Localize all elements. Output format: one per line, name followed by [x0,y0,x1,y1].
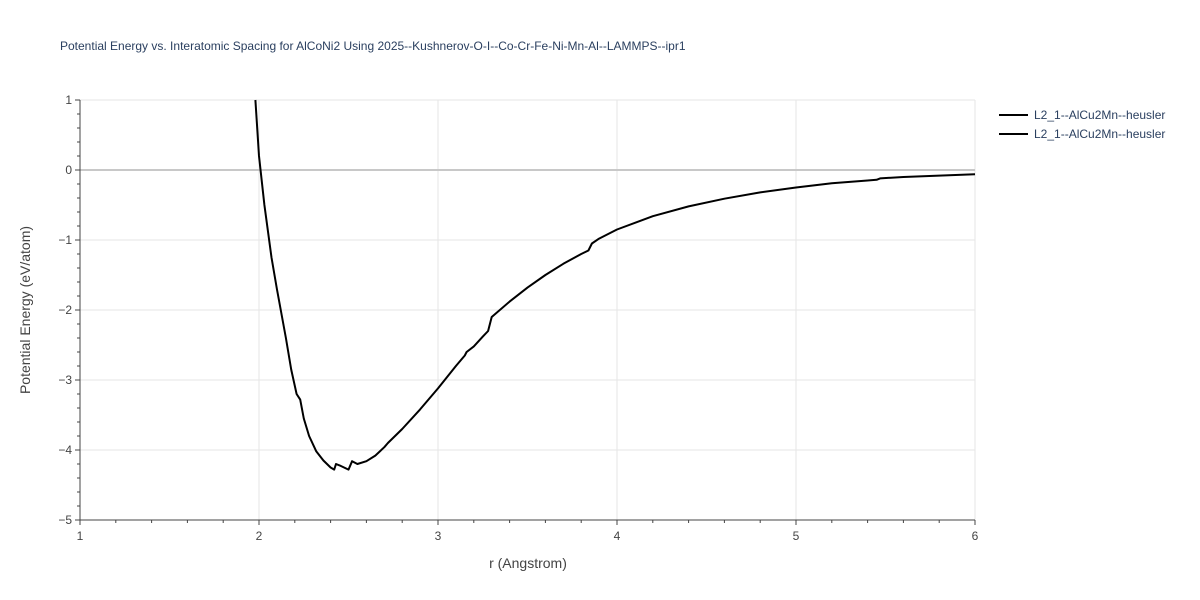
x-tick-label: 4 [614,529,621,543]
x-tick-label: 2 [256,529,263,543]
y-tick-labels: 1 0 −1 −2 −3 −4 −5 [58,93,72,527]
legend-item[interactable]: L2_1--AlCu2Mn--heusler [1034,127,1165,141]
x-tick-label: 6 [972,529,979,543]
y-tick-label: −1 [58,233,72,247]
x-tick-label: 1 [77,529,84,543]
legend-item[interactable]: L2_1--AlCu2Mn--heusler [1034,108,1165,122]
x-tick-label: 3 [435,529,442,543]
x-axis-title: r (Angstrom) [489,555,567,571]
y-tick-label: 0 [65,163,72,177]
x-tick-label: 5 [793,529,800,543]
chart-title: Potential Energy vs. Interatomic Spacing… [60,39,686,53]
series-line-0 [254,99,976,471]
legend[interactable]: L2_1--AlCu2Mn--heusler L2_1--AlCu2Mn--heu… [999,108,1165,141]
y-tick-label: −4 [58,443,72,457]
grid [80,99,976,520]
y-axis-title: Potential Energy (eV/atom) [17,226,33,394]
y-tick-label: −5 [58,513,72,527]
y-tick-label: −2 [58,303,72,317]
series-lines [254,99,976,471]
axes [75,99,976,525]
y-tick-label: 1 [65,93,72,107]
x-tick-labels: 1 2 3 4 5 6 [77,529,979,543]
y-tick-label: −3 [58,373,72,387]
